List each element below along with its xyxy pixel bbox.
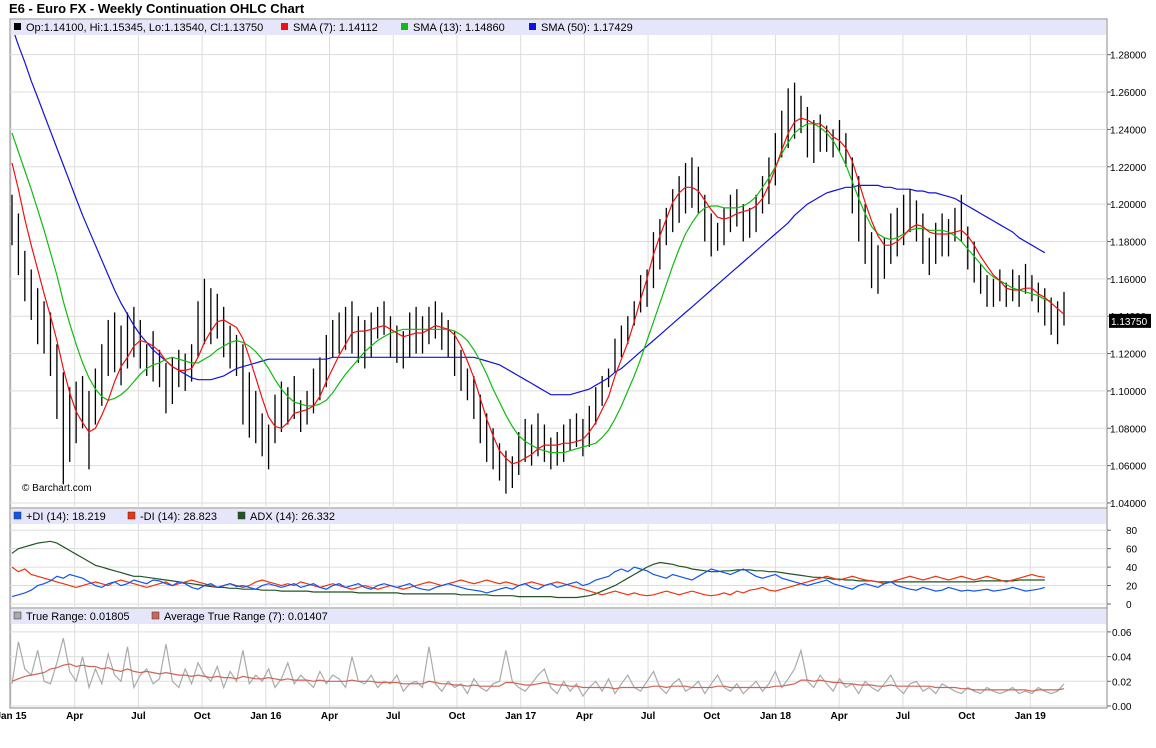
tr-lines xyxy=(11,637,1065,698)
y-tick-label: 20 xyxy=(1126,582,1138,593)
x-tick-label: Oct xyxy=(194,711,211,722)
y-tick-label: 0.04 xyxy=(1112,653,1132,664)
y-tick-label: 1.16000 xyxy=(1110,275,1147,286)
y-tick-label: 80 xyxy=(1126,526,1138,537)
x-tick-label: Apr xyxy=(831,711,848,722)
y-tick-label: 1.22000 xyxy=(1110,163,1147,174)
y-tick-label: 0.00 xyxy=(1112,702,1132,713)
legend-sma13: SMA (13): 1.14860 xyxy=(413,22,505,34)
y-tick-label: 1.08000 xyxy=(1110,424,1147,435)
legend-di-plus: +DI (14): 18.219 xyxy=(26,511,106,523)
legend-bar-dmi xyxy=(11,509,1106,524)
y-tick-label: 1.20000 xyxy=(1110,200,1147,211)
y-tick-label: 1.04000 xyxy=(1110,499,1147,510)
x-tick-label: Oct xyxy=(958,711,975,722)
x-tick-label: Oct xyxy=(449,711,466,722)
legend-atr-swatch xyxy=(151,611,160,620)
y-tick-label: 1.18000 xyxy=(1110,237,1147,248)
x-tick-label: Jan 17 xyxy=(505,711,537,722)
y-tick-label: 1.10000 xyxy=(1110,387,1147,398)
x-tick-label: Jul xyxy=(386,711,401,722)
atr-line xyxy=(11,663,1065,692)
last-price-box xyxy=(1109,313,1151,328)
x-tick-label: Apr xyxy=(576,711,593,722)
legend-sma50-swatch xyxy=(529,23,536,30)
legend-sma13-swatch xyxy=(401,23,408,30)
x-tick-label: Oct xyxy=(703,711,720,722)
legend-di-minus-swatch xyxy=(127,511,136,520)
legend-di-minus: -DI (14): 28.823 xyxy=(140,511,217,523)
x-tick-label: Jan 15 xyxy=(0,711,27,722)
y-tick-label: 0.06 xyxy=(1112,628,1132,639)
sma13-line xyxy=(11,123,1052,454)
legend-tr: True Range: 0.01805 xyxy=(26,611,130,623)
y-tick-label: 40 xyxy=(1126,563,1138,574)
x-tick-label: Apr xyxy=(321,711,338,722)
y-tick-label: 60 xyxy=(1126,545,1138,556)
x-tick-label: Jan 18 xyxy=(760,711,792,722)
x-tick-label: Jan 19 xyxy=(1015,711,1047,722)
ohlc-bars xyxy=(11,82,1065,494)
legend-sma7-swatch xyxy=(281,23,288,30)
y-tick-label: 1.24000 xyxy=(1110,125,1147,136)
legend-sma7: SMA (7): 1.14112 xyxy=(293,22,378,34)
last-price-label: 1.13750 xyxy=(1111,317,1148,328)
true-range-line xyxy=(11,637,1065,698)
legend-atr: Average True Range (7): 0.01407 xyxy=(164,611,328,623)
panel-frame-price xyxy=(9,18,1108,509)
x-tick-label: Jan 16 xyxy=(250,711,282,722)
y-tick-label: 0.02 xyxy=(1112,677,1132,688)
chart-title: E6 - Euro FX - Weekly Continuation OHLC … xyxy=(9,1,305,16)
y-tick-label: 1.12000 xyxy=(1110,350,1147,361)
legend-adx: ADX (14): 26.332 xyxy=(250,511,335,523)
x-tick-label: Jul xyxy=(131,711,146,722)
y-tick-label: 1.26000 xyxy=(1110,88,1147,99)
legend-adx-swatch xyxy=(237,511,246,520)
legend-bar-tr xyxy=(11,609,1106,624)
y-tick-label: 1.06000 xyxy=(1110,462,1147,473)
sma7-line xyxy=(11,117,1065,465)
x-tick-label: Apr xyxy=(66,711,83,722)
watermark: © Barchart.com xyxy=(22,483,92,494)
di-plus-line xyxy=(11,566,1045,598)
panel-frame-dmi xyxy=(9,507,1108,609)
dmi-lines xyxy=(11,540,1045,599)
legend-di-plus-swatch xyxy=(13,511,22,520)
legend-ohlc: Op:1.14100, Hi:1.15345, Lo:1.13540, Cl:1… xyxy=(26,22,263,34)
legend-ohlc-swatch xyxy=(14,23,21,30)
x-tick-label: Jul xyxy=(896,711,911,722)
y-tick-label: 1.28000 xyxy=(1110,51,1147,62)
di-minus-line xyxy=(11,566,1045,597)
x-tick-label: Jul xyxy=(641,711,656,722)
sma-lines xyxy=(11,35,1065,465)
sma50-line xyxy=(14,35,1046,396)
legend-tr-swatch xyxy=(13,611,22,620)
y-tick-label: 0 xyxy=(1126,600,1132,611)
legend-sma50: SMA (50): 1.17429 xyxy=(541,22,633,34)
